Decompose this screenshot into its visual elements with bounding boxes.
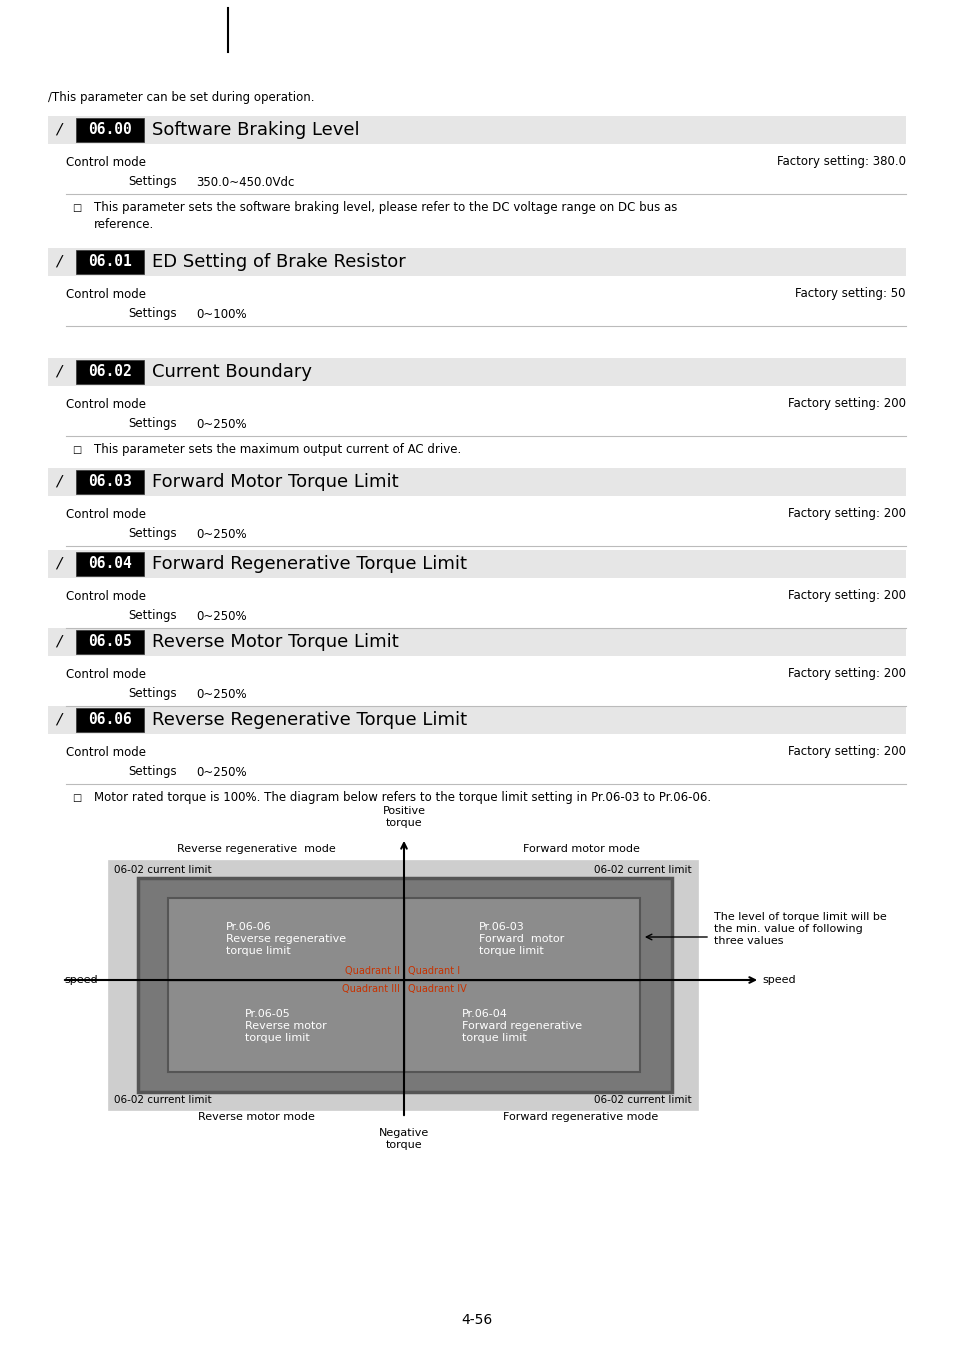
Text: Quadrant IV: Quadrant IV <box>408 984 466 994</box>
Text: Forward regenerative mode: Forward regenerative mode <box>503 1112 658 1122</box>
Text: Control mode: Control mode <box>66 508 146 521</box>
Text: This parameter sets the software braking level, please refer to the DC voltage r: This parameter sets the software braking… <box>94 201 677 215</box>
Bar <box>48 358 905 386</box>
Text: Control mode: Control mode <box>66 590 146 602</box>
Text: Reverse regenerative  mode: Reverse regenerative mode <box>176 844 335 855</box>
Bar <box>48 116 905 144</box>
Text: 350.0~450.0Vdc: 350.0~450.0Vdc <box>195 176 294 189</box>
Text: Factory setting: 50: Factory setting: 50 <box>795 288 905 301</box>
Bar <box>76 117 144 142</box>
Text: Control mode: Control mode <box>66 288 146 301</box>
Text: 06.01: 06.01 <box>88 255 132 270</box>
Text: Software Braking Level: Software Braking Level <box>152 122 359 139</box>
Bar <box>138 878 671 1092</box>
Bar <box>48 468 905 495</box>
Text: Control mode: Control mode <box>66 397 146 410</box>
Text: ∕: ∕ <box>56 556 61 571</box>
Bar <box>76 630 144 653</box>
Text: ∕: ∕ <box>56 123 61 138</box>
Text: 0~250%: 0~250% <box>195 609 247 622</box>
Bar <box>76 360 144 383</box>
Text: 0~250%: 0~250% <box>195 765 247 779</box>
Text: 4-56: 4-56 <box>461 1314 492 1327</box>
Text: Control mode: Control mode <box>66 155 146 169</box>
Bar <box>76 470 144 494</box>
Text: □: □ <box>71 202 81 213</box>
Text: Control mode: Control mode <box>66 745 146 759</box>
Text: ∕This parameter can be set during operation.: ∕This parameter can be set during operat… <box>48 92 314 104</box>
Text: Quadrant II: Quadrant II <box>345 967 399 976</box>
Text: Current Boundary: Current Boundary <box>152 363 312 381</box>
Text: Reverse Motor Torque Limit: Reverse Motor Torque Limit <box>152 633 398 651</box>
Bar <box>76 250 144 274</box>
Text: Factory setting: 200: Factory setting: 200 <box>787 508 905 521</box>
Text: Pr.06-05
Reverse motor
torque limit: Pr.06-05 Reverse motor torque limit <box>245 1010 327 1042</box>
Text: □: □ <box>71 446 81 455</box>
Bar <box>48 706 905 734</box>
Text: 06-02 current limit: 06-02 current limit <box>113 865 212 875</box>
Text: 06.02: 06.02 <box>88 364 132 379</box>
Text: Factory setting: 200: Factory setting: 200 <box>787 590 905 602</box>
Text: Settings: Settings <box>128 687 176 701</box>
Text: Factory setting: 200: Factory setting: 200 <box>787 667 905 680</box>
Bar <box>76 552 144 576</box>
Bar <box>168 898 639 1072</box>
Text: ∕: ∕ <box>56 474 61 490</box>
Text: reference.: reference. <box>94 217 154 231</box>
Text: speed: speed <box>761 975 795 985</box>
Text: 06-02 current limit: 06-02 current limit <box>594 1095 691 1106</box>
Text: ED Setting of Brake Resistor: ED Setting of Brake Resistor <box>152 252 405 271</box>
Text: 06-02 current limit: 06-02 current limit <box>113 1095 212 1106</box>
Text: Settings: Settings <box>128 308 176 320</box>
Text: 0~250%: 0~250% <box>195 528 247 540</box>
Text: Reverse motor mode: Reverse motor mode <box>197 1112 314 1122</box>
Bar <box>48 549 905 578</box>
Text: Factory setting: 200: Factory setting: 200 <box>787 745 905 759</box>
Text: ∕: ∕ <box>56 713 61 728</box>
Bar <box>48 628 905 656</box>
Text: Positive
torque: Positive torque <box>382 806 425 828</box>
Text: Forward Motor Torque Limit: Forward Motor Torque Limit <box>152 472 398 491</box>
Text: Control mode: Control mode <box>66 667 146 680</box>
Text: 06.06: 06.06 <box>88 713 132 728</box>
Text: Factory setting: 380.0: Factory setting: 380.0 <box>776 155 905 169</box>
Text: speed: speed <box>64 975 97 985</box>
Text: 06.00: 06.00 <box>88 123 132 138</box>
Text: Settings: Settings <box>128 176 176 189</box>
Text: Factory setting: 200: Factory setting: 200 <box>787 397 905 410</box>
Text: Settings: Settings <box>128 609 176 622</box>
Text: Reverse Regenerative Torque Limit: Reverse Regenerative Torque Limit <box>152 711 467 729</box>
Text: 06.03: 06.03 <box>88 474 132 490</box>
Text: ∕: ∕ <box>56 634 61 649</box>
Text: The level of torque limit will be
the min. value of following
three values: The level of torque limit will be the mi… <box>713 913 886 945</box>
Text: Pr.06-06
Reverse regenerative
torque limit: Pr.06-06 Reverse regenerative torque lim… <box>226 922 346 956</box>
Text: Settings: Settings <box>128 528 176 540</box>
Text: □: □ <box>71 792 81 803</box>
Text: Forward Regenerative Torque Limit: Forward Regenerative Torque Limit <box>152 555 467 572</box>
Bar <box>76 707 144 732</box>
Text: Motor rated torque is 100%. The diagram below refers to the torque limit setting: Motor rated torque is 100%. The diagram … <box>94 791 710 805</box>
Text: Forward motor mode: Forward motor mode <box>522 844 639 855</box>
Bar <box>48 248 905 275</box>
Text: 0~250%: 0~250% <box>195 687 247 701</box>
Bar <box>108 860 698 1110</box>
Text: 06.05: 06.05 <box>88 634 132 649</box>
Text: Quadrant I: Quadrant I <box>408 967 459 976</box>
Text: Pr.06-03
Forward  motor
torque limit: Pr.06-03 Forward motor torque limit <box>478 922 564 956</box>
Text: 0~250%: 0~250% <box>195 417 247 431</box>
Text: This parameter sets the maximum output current of AC drive.: This parameter sets the maximum output c… <box>94 444 460 456</box>
Text: 06.04: 06.04 <box>88 556 132 571</box>
Text: ∕: ∕ <box>56 364 61 379</box>
Text: Pr.06-04
Forward regenerative
torque limit: Pr.06-04 Forward regenerative torque lim… <box>461 1010 581 1042</box>
Text: Negative
torque: Negative torque <box>378 1129 429 1150</box>
Text: Quadrant III: Quadrant III <box>342 984 399 994</box>
Text: Settings: Settings <box>128 417 176 431</box>
Text: Settings: Settings <box>128 765 176 779</box>
Text: 0~100%: 0~100% <box>195 308 247 320</box>
Text: 06-02 current limit: 06-02 current limit <box>594 865 691 875</box>
Text: ∕: ∕ <box>56 255 61 270</box>
